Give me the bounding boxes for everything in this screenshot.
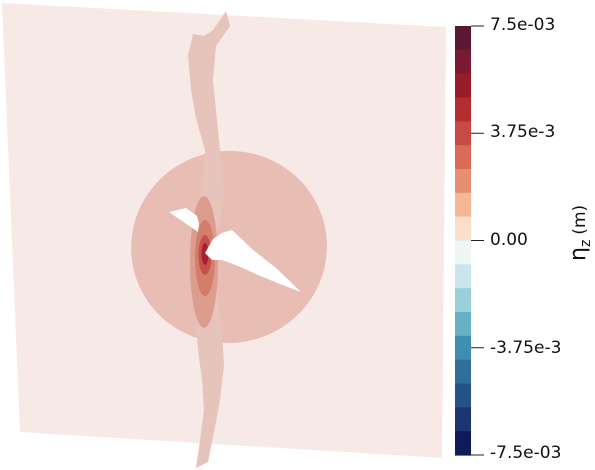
colorbar-title: ηz (m) (561, 203, 594, 263)
colorbar-segment (455, 431, 471, 456)
colorbar-segment (455, 359, 471, 385)
tick-label-min: -7.5e-03 (490, 443, 562, 463)
colorbar-title-unit: (m) (570, 205, 590, 235)
colorbar-segment (455, 145, 471, 170)
colorbar-segment (455, 121, 471, 146)
colorbar-segment (455, 97, 471, 122)
colorbar (455, 25, 484, 456)
colorbar-title-subscript: z (578, 240, 591, 247)
colorbar-segment (455, 240, 471, 265)
crack-right (205, 230, 301, 292)
colorbar-segment (455, 49, 471, 75)
tick-label-upper-mid: 3.75e-3 (490, 122, 556, 142)
contour-level-4 (201, 243, 209, 265)
colorbar-segment (455, 407, 471, 432)
crack-left (169, 208, 199, 232)
colorbar-title-symbol: η (566, 247, 591, 261)
tick-label-zero: 0.00 (490, 230, 528, 250)
colorbar-segment (455, 216, 471, 242)
svg-text:ηz(m): ηz (m) (566, 205, 591, 261)
colorbar-segment (455, 288, 471, 313)
colorbar-segment (455, 169, 471, 194)
tick-label-max: 7.5e-03 (490, 15, 556, 35)
colorbar-segment (455, 73, 471, 99)
colorbar-segment (455, 192, 471, 218)
colorbar-segment (455, 26, 471, 51)
tick-label-lower-mid: -3.75e-3 (490, 338, 562, 358)
colorbar-segment (455, 264, 471, 289)
colorbar-segment (455, 312, 471, 337)
colorbar-segment (455, 383, 471, 408)
colorbar-segment (455, 335, 471, 361)
